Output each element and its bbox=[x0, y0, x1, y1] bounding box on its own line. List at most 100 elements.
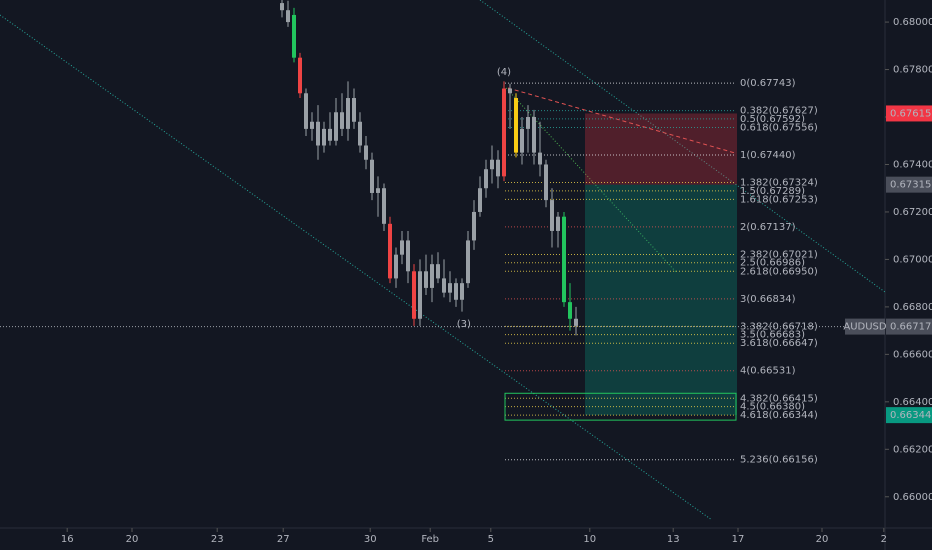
candle-body bbox=[388, 223, 392, 279]
y-tick-label: 0.68000 bbox=[893, 17, 932, 28]
symbol-label: AUDUSD bbox=[843, 322, 887, 333]
y-tick-label: 0.66400 bbox=[893, 397, 932, 408]
y-tick-label: 0.66600 bbox=[893, 349, 932, 360]
fib-label: 4.382(0.66415) bbox=[740, 393, 818, 404]
candle-body bbox=[352, 98, 356, 122]
fib-zone bbox=[504, 392, 737, 421]
x-tick-label: 13 bbox=[667, 534, 680, 545]
candle-body bbox=[520, 128, 524, 153]
candle-body bbox=[346, 98, 350, 129]
y-tick-label: 0.66000 bbox=[893, 492, 932, 503]
price-badge-label: 0.66717 bbox=[890, 322, 931, 333]
fib-label: 1.618(0.67253) bbox=[740, 194, 818, 205]
candle-body bbox=[424, 271, 428, 288]
price-badge-label: 0.67315 bbox=[890, 180, 931, 191]
x-tick-label: 17 bbox=[732, 534, 745, 545]
candle-body bbox=[280, 3, 284, 11]
candle-body bbox=[472, 211, 476, 241]
candle-body bbox=[406, 240, 410, 272]
candle-body bbox=[574, 318, 578, 326]
y-tick-label: 0.67800 bbox=[893, 65, 932, 76]
price-badge-label: 0.66344 bbox=[890, 410, 931, 421]
fib-label: 2(0.67137) bbox=[740, 222, 796, 233]
fib-label: 4(0.66531) bbox=[740, 366, 796, 377]
candle-body bbox=[442, 278, 446, 293]
fib-label: 3.618(0.66647) bbox=[740, 338, 818, 349]
fib-label: 1.382(0.67324) bbox=[740, 178, 818, 189]
candle-body bbox=[328, 128, 332, 141]
fib-label: 2.5(0.66986) bbox=[740, 258, 805, 269]
fib-label: 2.618(0.66950) bbox=[740, 266, 818, 277]
price-badge bbox=[886, 176, 932, 193]
candle-body bbox=[538, 152, 542, 165]
channel-line bbox=[479, 0, 886, 293]
fib-label: 3.5(0.66683) bbox=[740, 330, 805, 341]
candle-body bbox=[286, 10, 290, 23]
x-tick-label: Feb bbox=[421, 534, 439, 545]
candle-body bbox=[454, 283, 458, 300]
fib-label: 0.382(0.67627) bbox=[740, 106, 818, 117]
candle-body bbox=[544, 164, 548, 201]
fib-label: 3(0.66834) bbox=[740, 294, 796, 305]
wave-label: (3) bbox=[457, 319, 471, 330]
x-tick-label: 10 bbox=[583, 534, 596, 545]
candle-body bbox=[568, 302, 572, 319]
candle-body bbox=[478, 188, 482, 212]
candle-body bbox=[490, 159, 494, 170]
candle-body bbox=[502, 88, 506, 177]
y-tick-label: 0.66800 bbox=[893, 302, 932, 313]
x-tick-label: 27 bbox=[277, 534, 290, 545]
plot-area: 0(0.67743) 0.382(0.67627)0.5(0.67592)0.61… bbox=[0, 0, 886, 521]
price-badge bbox=[886, 407, 932, 424]
candle-body bbox=[448, 283, 452, 293]
y-tick-label: 0.67400 bbox=[893, 159, 932, 170]
symbol-badge bbox=[845, 318, 885, 335]
fib-label: 2.382(0.67021) bbox=[740, 249, 818, 260]
candle-body bbox=[562, 216, 566, 303]
candle-body bbox=[358, 121, 362, 146]
x-tick-label: 30 bbox=[364, 534, 377, 545]
fib-label: 1(0.67440) bbox=[740, 150, 796, 161]
candle-body bbox=[418, 271, 422, 319]
candle-body bbox=[496, 159, 500, 177]
x-tick-label: 23 bbox=[211, 534, 224, 545]
candle-body bbox=[340, 112, 344, 129]
candle-body bbox=[370, 159, 374, 193]
x-tick-label: 20 bbox=[126, 534, 139, 545]
fib-label: 1.5(0.67289) bbox=[740, 186, 805, 197]
stop-zone bbox=[585, 113, 737, 185]
candle-body bbox=[382, 188, 386, 224]
x-tick-label: 16 bbox=[61, 534, 74, 545]
candle-body bbox=[508, 88, 512, 94]
fib-label: 0(0.67743) bbox=[740, 78, 796, 89]
candle-body bbox=[304, 93, 308, 129]
candle-body bbox=[334, 112, 338, 141]
y-tick-label: 0.67200 bbox=[893, 207, 932, 218]
price-badge-label: 0.67615 bbox=[890, 108, 931, 119]
price-badge bbox=[886, 318, 932, 335]
candle-body bbox=[364, 145, 368, 160]
candle-body bbox=[316, 121, 320, 146]
fib-label: 3.382(0.66718) bbox=[740, 321, 818, 332]
candle-body bbox=[526, 117, 530, 129]
fib-label: 5.236(0.66156) bbox=[740, 455, 818, 466]
fib-label: 4.5(0.66380) bbox=[740, 402, 805, 413]
fib-label: 0.5(0.67592) bbox=[740, 114, 805, 125]
y-tick-label: 0.66200 bbox=[893, 444, 932, 455]
fib-label: 0.618(0.67556) bbox=[740, 122, 818, 133]
candle-body bbox=[298, 57, 302, 94]
candle-body bbox=[430, 264, 434, 288]
candle-body bbox=[556, 216, 560, 231]
candle-body bbox=[466, 240, 470, 284]
wave-label: (4) bbox=[497, 67, 511, 78]
x-tick-label: 5 bbox=[488, 534, 494, 545]
candle-body bbox=[310, 121, 314, 129]
candle-body bbox=[514, 98, 518, 153]
candle-body bbox=[400, 240, 404, 255]
target-zone bbox=[585, 184, 737, 416]
candle-body bbox=[460, 283, 464, 300]
candle-body bbox=[292, 14, 296, 58]
candle-body bbox=[532, 117, 536, 153]
candle-body bbox=[376, 188, 380, 193]
